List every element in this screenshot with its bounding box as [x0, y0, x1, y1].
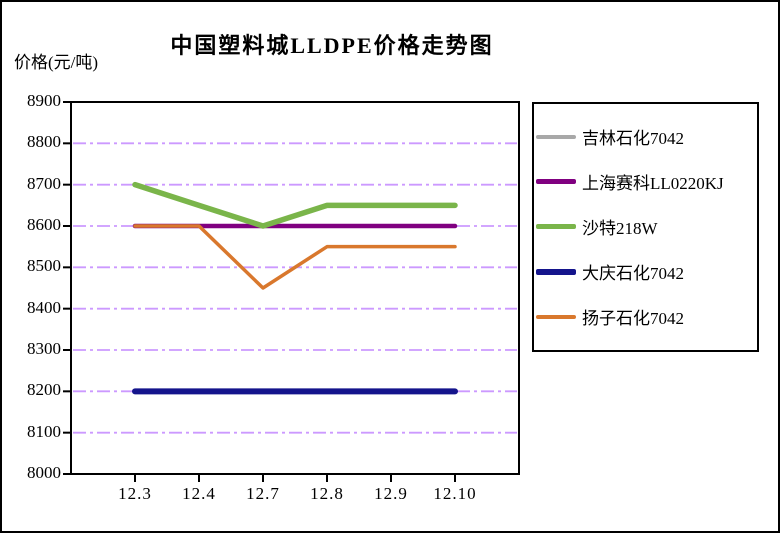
y-axis-tick-label-8400: 8400 — [27, 297, 61, 317]
legend-item-label: 吉林石化7042 — [582, 129, 684, 148]
series-line-扬子石化7042 — [133, 224, 457, 290]
legend-items: 吉林石化7042 上海赛科LL0220KJ 沙特218W 大庆石化7042 扬子石化70… — [534, 114, 757, 339]
chart-title: 中国塑料城LLDPE价格走势图 — [170, 33, 494, 58]
y-axis-tick-label-8600: 8600 — [27, 215, 61, 234]
legend-swatch-icon — [536, 268, 576, 275]
legend-item-label: 上海赛科LL0220KJ — [582, 174, 724, 193]
legend-swatch-icon — [536, 314, 576, 319]
axis-ticks-group — [63, 101, 456, 482]
x-axis-tick-label-12.3: 12.3 — [118, 484, 152, 503]
y-axis-tick-label-8700: 8700 — [27, 173, 61, 193]
legend-swatch-icon — [536, 179, 576, 184]
legend: 吉林石化7042 上海赛科LL0220KJ 沙特218W 大庆石化7042 扬子石化70… — [532, 102, 759, 352]
legend-item-吉林石化7042: 吉林石化7042 — [534, 114, 757, 159]
series-lines-group — [132, 181, 458, 395]
y-axis-tick-label-8100: 8100 — [27, 421, 61, 441]
legend-swatch-icon — [536, 134, 576, 139]
x-axis-tick-label-12.8: 12.8 — [310, 484, 344, 503]
x-axis-tick-label-12.9: 12.9 — [374, 484, 408, 503]
y-axis-unit-label: 价格(元/吨) — [14, 53, 99, 72]
y-axis-tick-label-8800: 8800 — [27, 132, 61, 152]
y-axis-tick-label-8500: 8500 — [27, 256, 61, 276]
legend-item-label: 沙特218W — [582, 219, 658, 238]
legend-item-上海赛科LL0220KJ: 上海赛科LL0220KJ — [534, 159, 757, 204]
legend-item-沙特218W: 沙特218W — [534, 204, 757, 249]
series-line-沙特218W — [132, 181, 458, 229]
y-axis-tick-label-8200: 8200 — [27, 380, 61, 400]
plot-border — [70, 101, 520, 475]
x-axis-tick-label-12.7: 12.7 — [246, 484, 280, 503]
y-axis-tick-label-8900: 8900 — [27, 91, 61, 110]
y-axis-tick-label-8000: 8000 — [27, 463, 61, 482]
x-axis-tick-label-12.4: 12.4 — [182, 484, 216, 503]
legend-item-大庆石化7042: 大庆石化7042 — [534, 249, 757, 294]
legend-item-扬子石化7042: 扬子石化7042 — [534, 294, 757, 339]
y-axis-tick-label-8300: 8300 — [27, 339, 61, 358]
legend-item-label: 大庆石化7042 — [582, 264, 684, 283]
legend-item-label: 扬子石化7042 — [582, 309, 684, 328]
x-axis-tick-label-12.10: 12.10 — [433, 484, 477, 503]
legend-swatch-icon — [536, 223, 576, 230]
